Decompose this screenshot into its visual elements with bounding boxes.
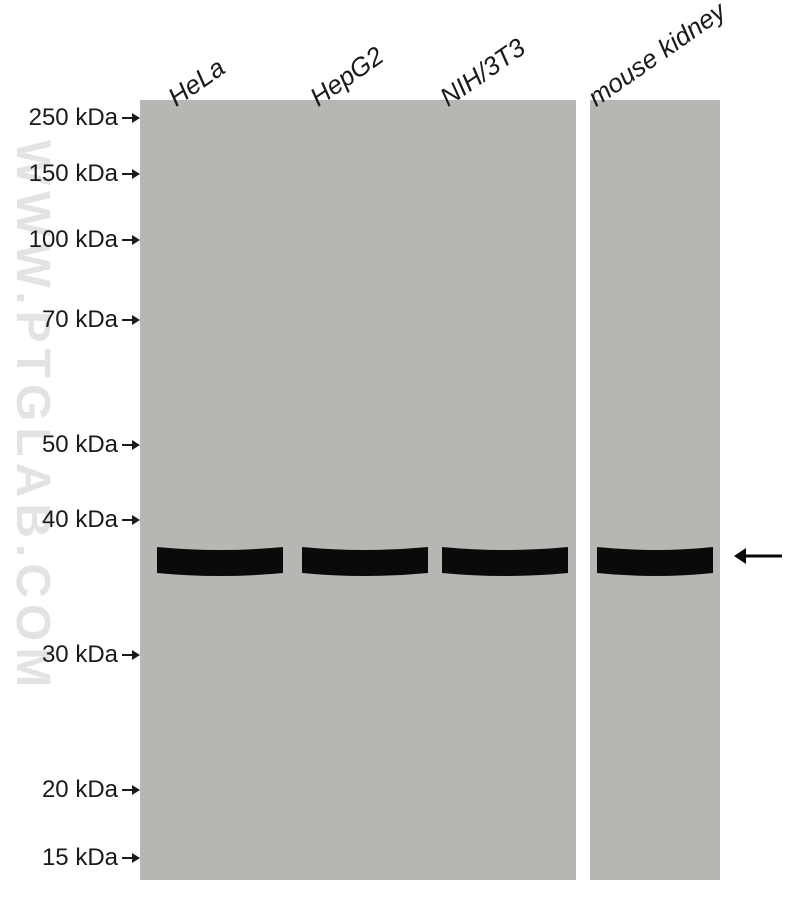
lane-label: mouse kidney xyxy=(582,0,731,113)
marker-label: 30 kDa xyxy=(42,641,118,669)
marker-arrow-icon xyxy=(122,110,142,126)
marker-arrow-icon xyxy=(122,782,142,798)
marker-label: 20 kDa xyxy=(42,776,118,804)
marker-label: 15 kDa xyxy=(42,844,118,872)
protein-band xyxy=(595,537,715,583)
marker-label: 150 kDa xyxy=(29,160,118,188)
target-band-arrow xyxy=(732,544,786,568)
marker-arrow-icon xyxy=(122,232,142,248)
marker-arrow-icon xyxy=(122,166,142,182)
blot-membrane xyxy=(140,100,720,880)
protein-band xyxy=(440,537,570,583)
marker-arrow-icon xyxy=(122,647,142,663)
marker-arrow-icon xyxy=(122,312,142,328)
marker-arrow-icon xyxy=(122,850,142,866)
protein-band xyxy=(300,537,430,583)
marker-label: 250 kDa xyxy=(29,104,118,132)
lane-gap xyxy=(576,100,590,880)
marker-label: 40 kDa xyxy=(42,506,118,534)
marker-label: 100 kDa xyxy=(29,226,118,254)
marker-label: 70 kDa xyxy=(42,306,118,334)
protein-band xyxy=(155,537,285,583)
marker-arrow-icon xyxy=(122,437,142,453)
western-blot-figure: WWW.PTGLAB.COM HeLaHepG2NIH/3T3mouse kid… xyxy=(0,0,800,903)
watermark-text: WWW.PTGLAB.COM xyxy=(5,140,60,693)
marker-label: 50 kDa xyxy=(42,431,118,459)
marker-arrow-icon xyxy=(122,512,142,528)
